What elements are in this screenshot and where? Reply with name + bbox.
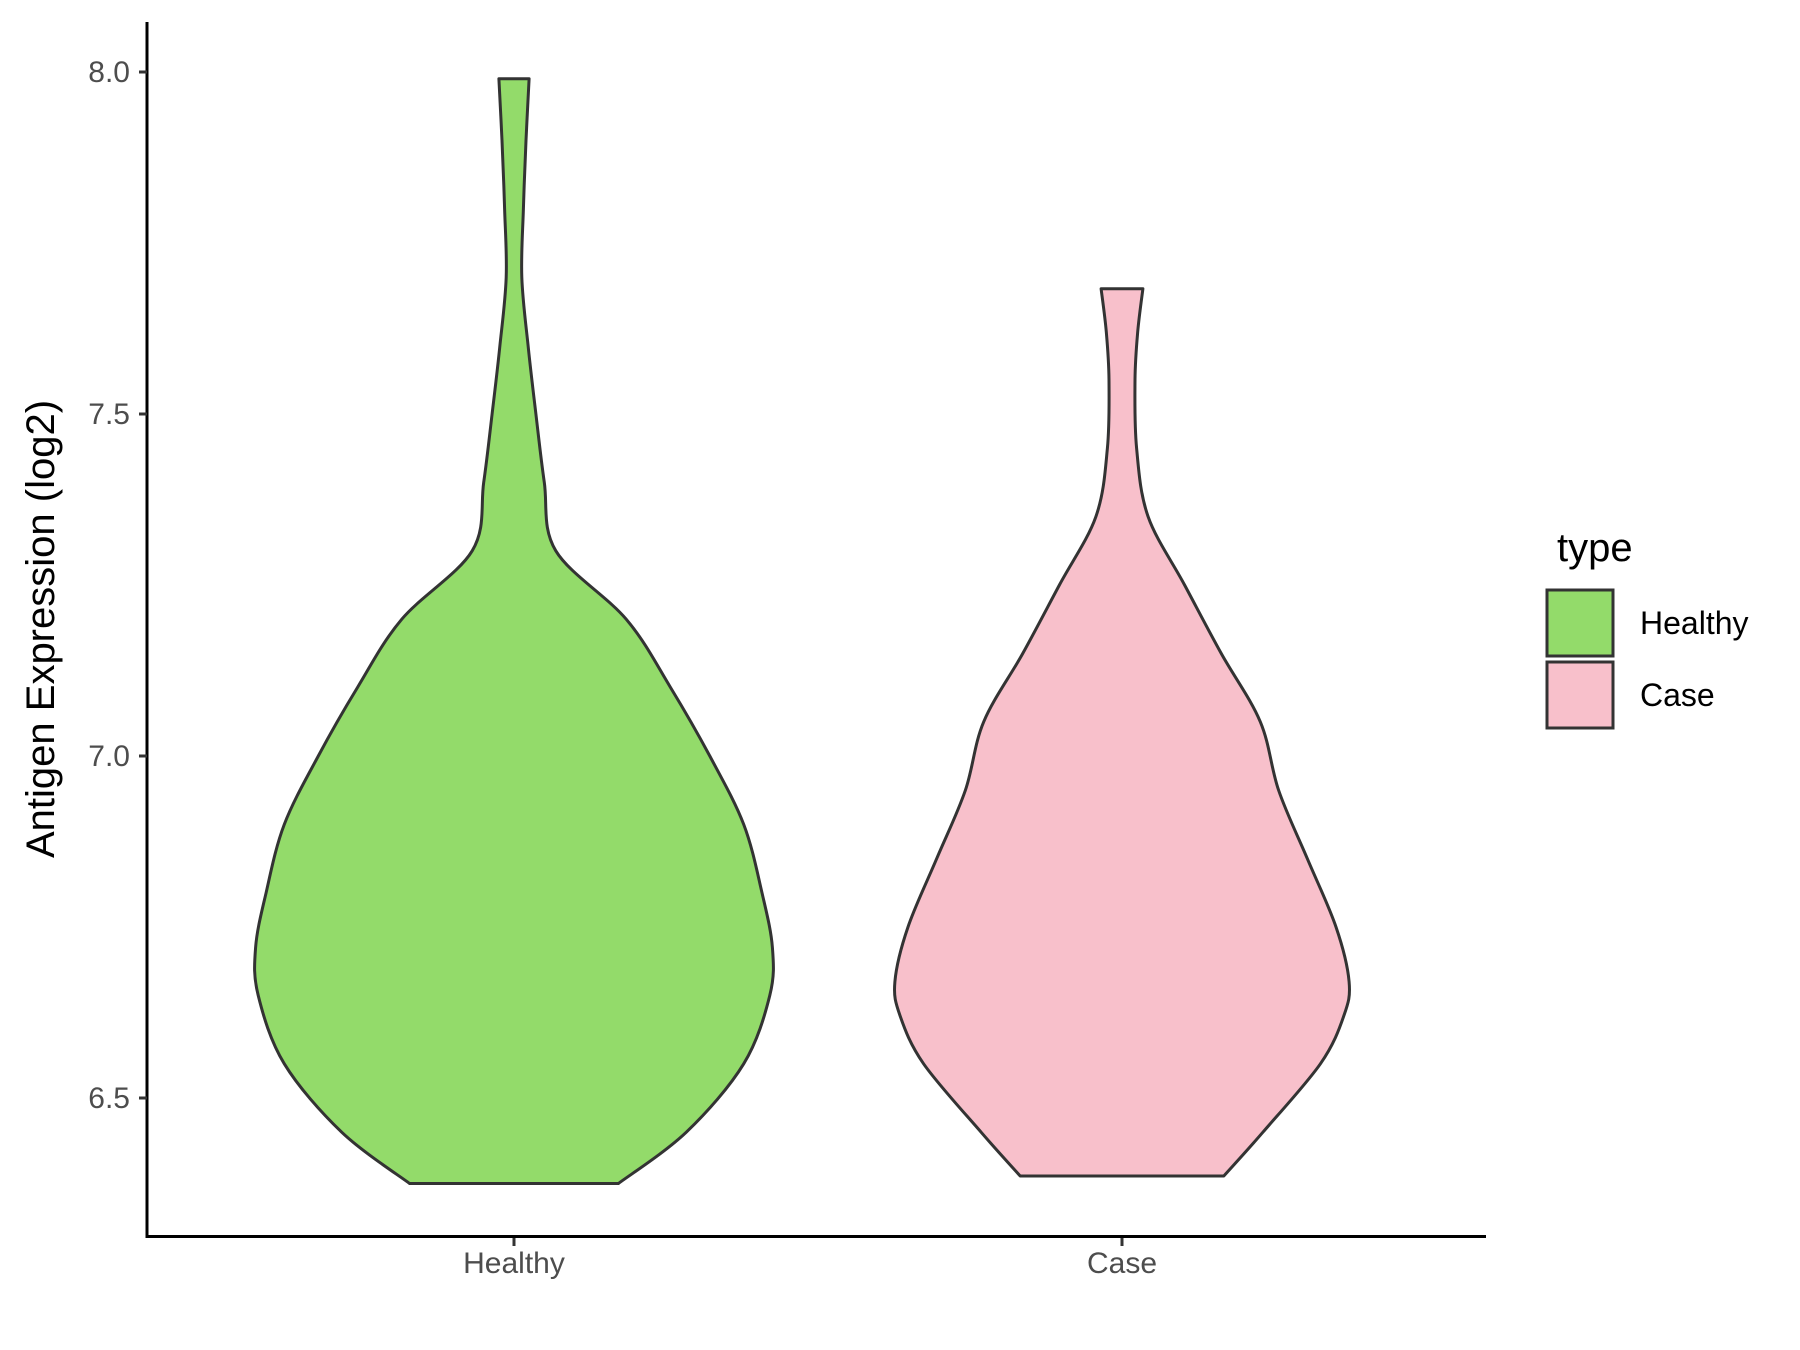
x-tick-label-healthy: Healthy [463,1247,565,1280]
y-tick-label: 6.5 [88,1082,130,1115]
legend-entries: Healthy Case [1545,588,1749,730]
legend-swatch-case [1545,660,1615,730]
y-tick-label: 7.0 [88,740,130,773]
legend-label-healthy: Healthy [1640,605,1749,641]
legend-title: type [1557,526,1633,570]
legend: type Healthy Case [1545,526,1749,730]
violin-healthy [253,77,775,1185]
x-tick-label-case: Case [1087,1247,1157,1280]
x-ticks: Healthy Case [463,1238,1157,1280]
y-axis-title: Antigen Expression (log2) [19,400,63,858]
violins-layer [253,77,1351,1185]
y-tick-label: 7.5 [88,398,130,431]
violin-case [893,287,1351,1178]
legend-swatch-healthy [1545,588,1615,658]
y-ticks: 6.5 7.0 7.5 8.0 [88,56,147,1115]
y-tick-label: 8.0 [88,56,130,89]
legend-label-case: Case [1640,677,1715,713]
